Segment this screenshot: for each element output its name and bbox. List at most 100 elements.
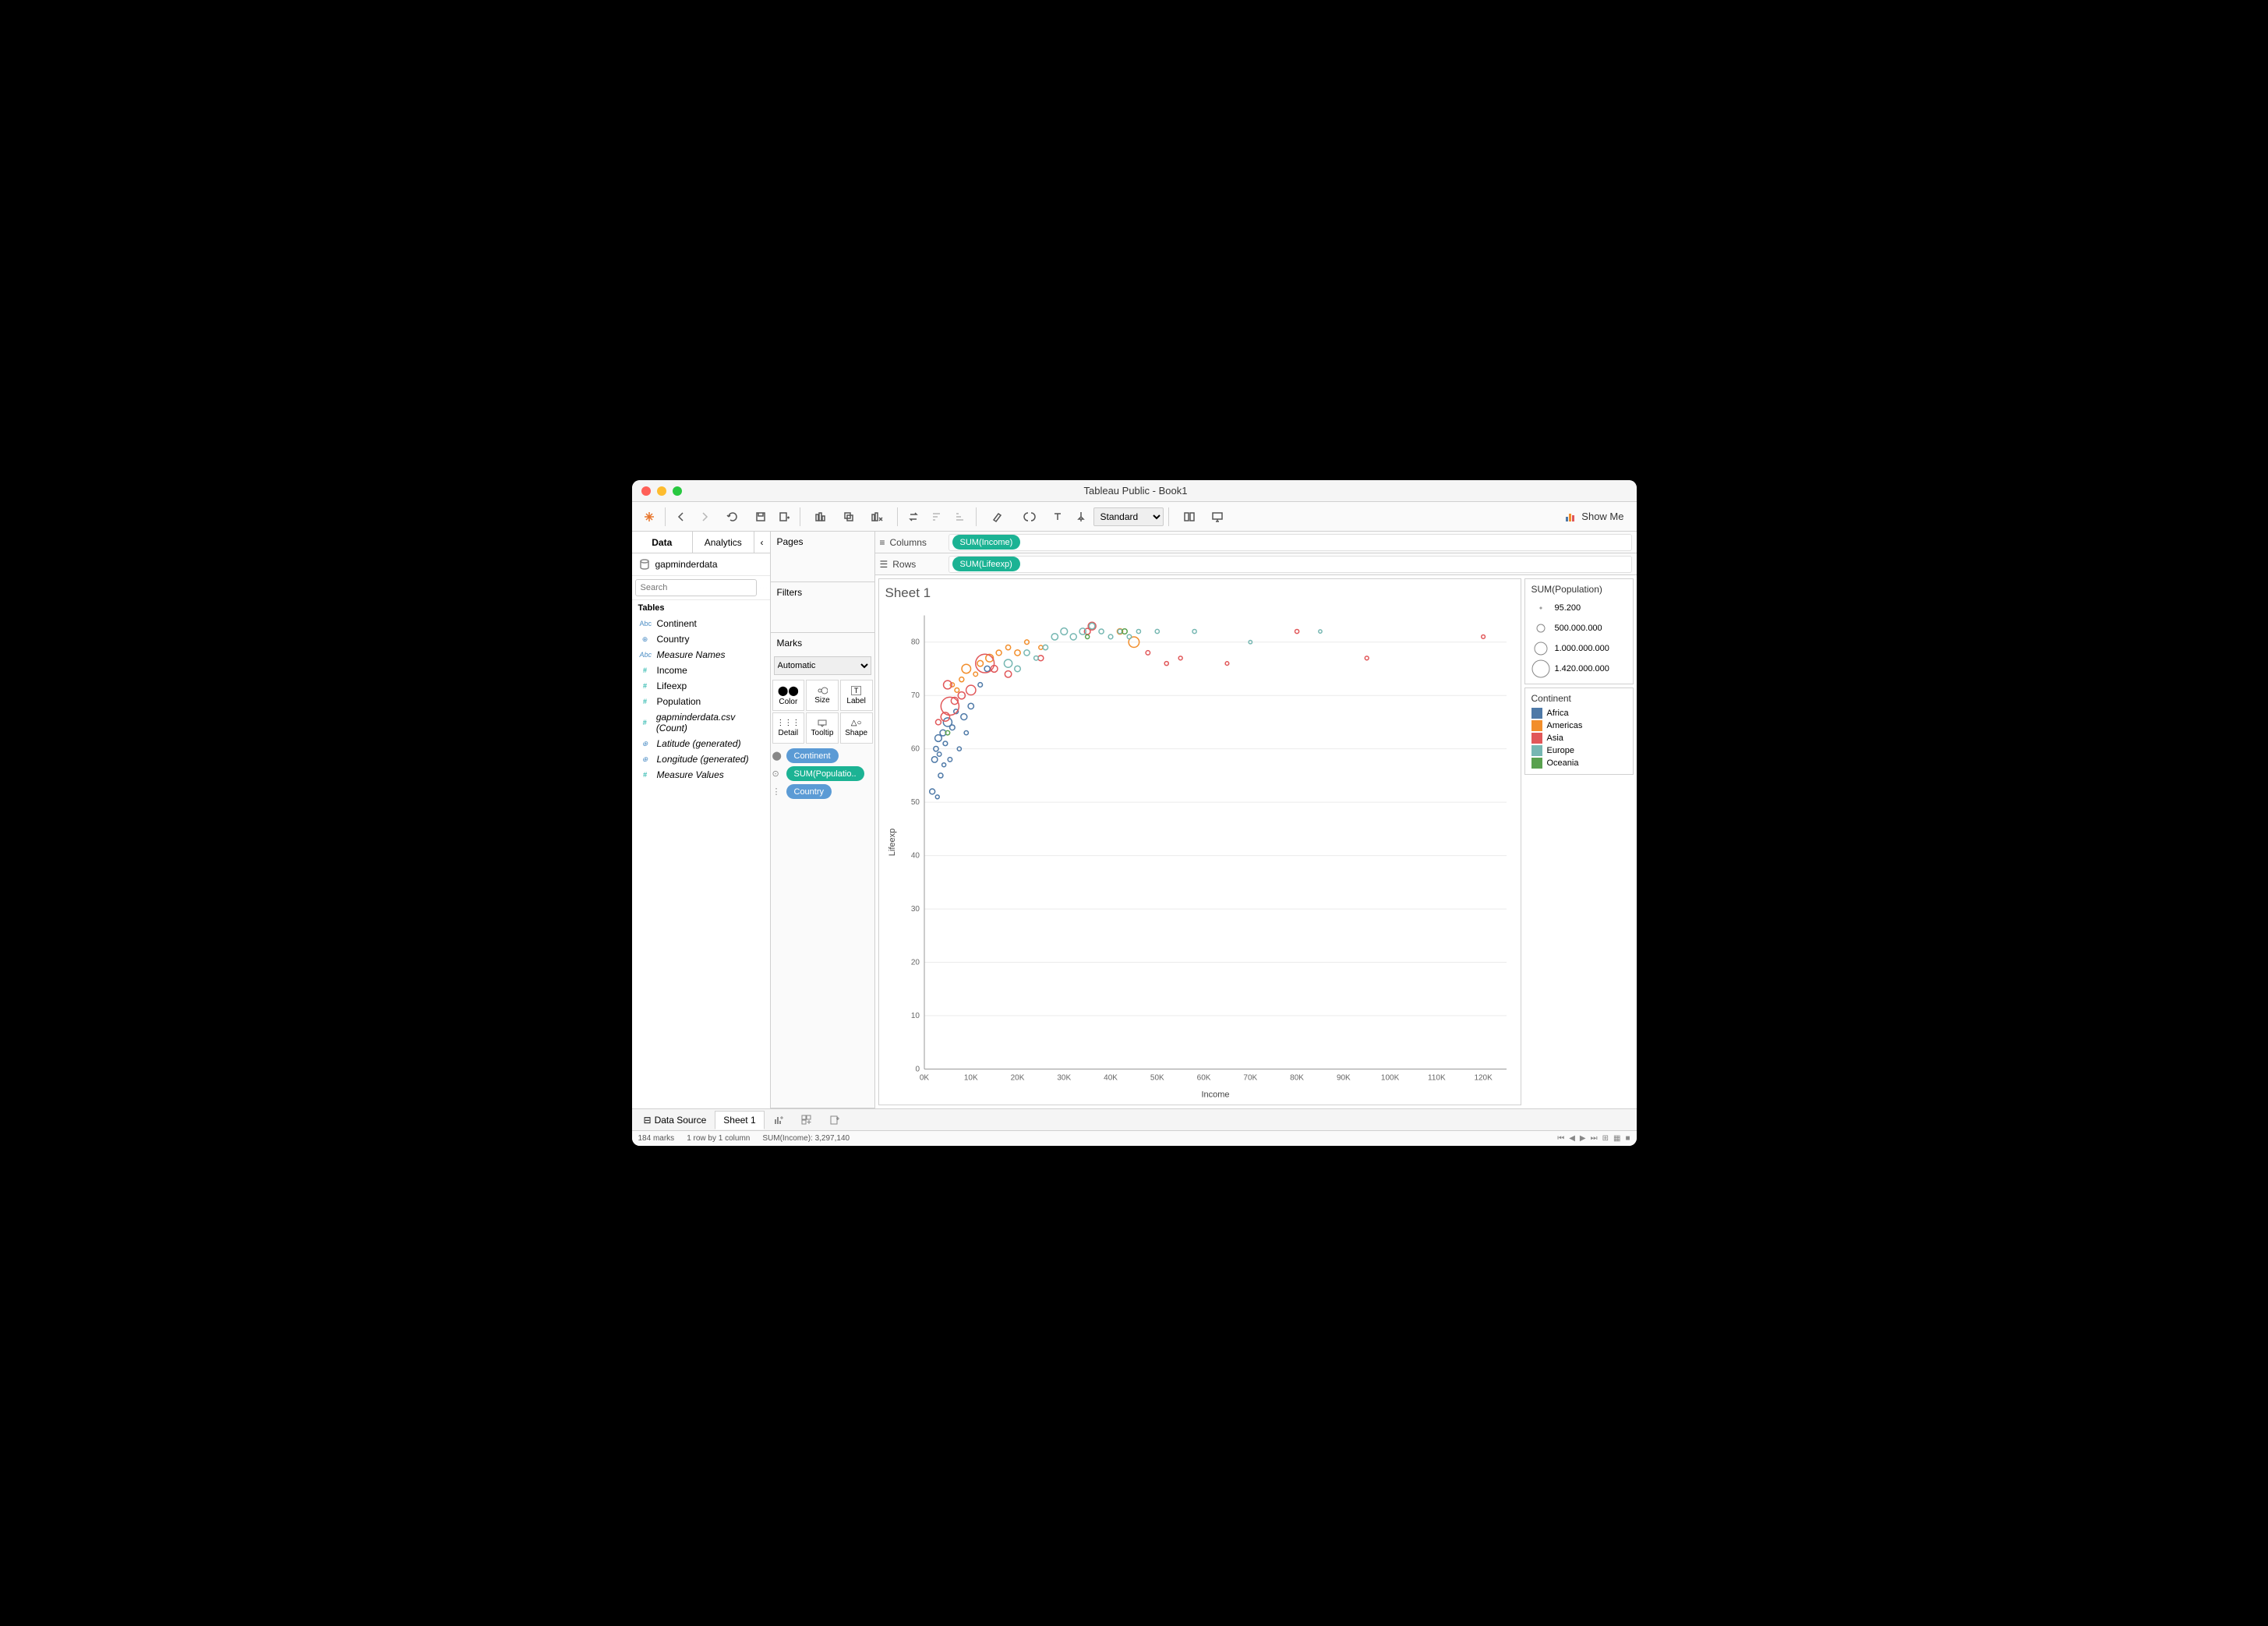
data-point[interactable] (934, 735, 941, 742)
text-button[interactable] (1047, 506, 1069, 528)
data-point[interactable] (1043, 645, 1047, 649)
marks-label-button[interactable]: TLabel (840, 680, 873, 711)
nav-next-icon[interactable]: ▶ (1580, 1134, 1586, 1143)
data-point[interactable] (1178, 656, 1182, 660)
save-button[interactable] (750, 506, 772, 528)
show-me-button[interactable]: Show Me (1558, 507, 1630, 526)
data-point[interactable] (968, 703, 973, 709)
forward-button[interactable] (694, 506, 715, 528)
data-point[interactable] (937, 752, 941, 756)
data-point[interactable] (964, 730, 968, 734)
scatter-chart[interactable]: 010203040506070800K10K20K30K40K50K60K70K… (885, 606, 1514, 1102)
collapse-panel-button[interactable]: ‹ (754, 532, 770, 553)
field-item[interactable]: #Measure Values (632, 767, 770, 783)
data-point[interactable] (959, 677, 963, 682)
new-story-tab[interactable] (821, 1111, 849, 1129)
data-point[interactable] (966, 685, 975, 695)
data-point[interactable] (1098, 629, 1103, 634)
view-filmstrip-icon[interactable]: ▦ (1613, 1134, 1620, 1143)
data-point[interactable] (941, 763, 945, 767)
color-legend-row[interactable]: Americas (1531, 719, 1627, 732)
marks-tooltip-button[interactable]: Tooltip (806, 712, 839, 744)
rows-pill[interactable]: SUM(Lifeexp) (952, 557, 1020, 571)
rows-shelf[interactable]: ☰Rows SUM(Lifeexp) (875, 553, 1637, 575)
data-point[interactable] (996, 650, 1002, 656)
tab-datasource[interactable]: ⊟Data Source (635, 1111, 715, 1129)
pin-button[interactable] (1070, 506, 1092, 528)
sort-desc-button[interactable] (949, 506, 971, 528)
highlight-button[interactable] (981, 506, 1012, 528)
color-legend-row[interactable]: Oceania (1531, 757, 1627, 769)
data-point[interactable] (977, 660, 983, 666)
undo-button[interactable] (717, 506, 748, 528)
group-button[interactable] (1014, 506, 1045, 528)
mark-pill[interactable]: Country (786, 784, 832, 799)
data-point[interactable] (1023, 650, 1029, 656)
new-worksheet-tab[interactable] (765, 1111, 793, 1129)
data-point[interactable] (1089, 623, 1095, 629)
data-point[interactable] (954, 688, 959, 693)
view-tabs-icon[interactable]: ⊞ (1602, 1134, 1609, 1143)
data-point[interactable] (960, 714, 966, 720)
data-point[interactable] (973, 672, 977, 676)
swap-button[interactable] (903, 506, 924, 528)
present-button[interactable] (1206, 506, 1228, 528)
minimize-icon[interactable] (657, 486, 666, 496)
mark-type-select[interactable]: Automatic (774, 656, 871, 675)
data-point[interactable] (1079, 628, 1086, 634)
data-point[interactable] (949, 725, 955, 730)
data-point[interactable] (1085, 634, 1089, 638)
data-point[interactable] (1014, 666, 1020, 672)
data-point[interactable] (1365, 656, 1369, 660)
data-point[interactable] (1146, 651, 1150, 655)
data-point[interactable] (929, 789, 934, 794)
clear-button[interactable] (861, 506, 892, 528)
data-point[interactable] (977, 683, 982, 688)
new-datasource-button[interactable] (773, 506, 795, 528)
field-item[interactable]: #gapminderdata.csv (Count) (632, 709, 770, 736)
data-point[interactable] (1005, 645, 1010, 649)
data-point[interactable] (1014, 650, 1019, 656)
sort-asc-button[interactable] (926, 506, 948, 528)
new-worksheet-button[interactable] (805, 506, 836, 528)
data-point[interactable] (1005, 671, 1011, 677)
field-item[interactable]: AbcMeasure Names (632, 647, 770, 663)
data-point[interactable] (962, 664, 971, 673)
mark-pill[interactable]: Continent (786, 748, 839, 763)
nav-prev-icon[interactable]: ◀ (1569, 1134, 1575, 1143)
data-point[interactable] (948, 758, 952, 762)
field-item[interactable]: #Population (632, 694, 770, 709)
tab-sheet1[interactable]: Sheet 1 (715, 1111, 764, 1129)
field-item[interactable]: AbcContinent (632, 616, 770, 631)
data-point[interactable] (1192, 629, 1196, 633)
data-point[interactable] (1318, 630, 1321, 633)
search-input[interactable] (635, 579, 757, 596)
field-item[interactable]: #Lifeexp (632, 678, 770, 694)
data-point[interactable] (1070, 634, 1076, 640)
marks-size-button[interactable]: Size (806, 680, 839, 711)
marks-detail-button[interactable]: ⋮⋮⋮Detail (772, 712, 805, 744)
data-point[interactable] (931, 757, 938, 763)
field-item[interactable]: ⊕Longitude (generated) (632, 751, 770, 767)
mark-pill[interactable]: SUM(Populatio.. (786, 766, 864, 781)
data-point[interactable] (1060, 628, 1067, 635)
data-point[interactable] (984, 666, 990, 671)
tableau-logo-icon[interactable] (638, 506, 660, 528)
columns-shelf[interactable]: ≡Columns SUM(Income) (875, 532, 1637, 553)
data-point[interactable] (935, 795, 939, 799)
data-point[interactable] (1004, 659, 1012, 667)
fit-select[interactable]: Standard (1093, 507, 1164, 526)
marks-color-button[interactable]: ⬤⬤Color (772, 680, 805, 711)
data-point[interactable] (943, 741, 948, 746)
field-item[interactable]: ⊕Latitude (generated) (632, 736, 770, 751)
color-legend-row[interactable]: Africa (1531, 707, 1627, 719)
data-point[interactable] (1481, 635, 1485, 639)
nav-first-icon[interactable]: ⏮ (1557, 1134, 1564, 1143)
tab-data[interactable]: Data (632, 532, 694, 553)
data-point[interactable] (1108, 634, 1113, 639)
data-point[interactable] (935, 719, 941, 725)
data-point[interactable] (938, 773, 942, 778)
zoom-icon[interactable] (673, 486, 682, 496)
data-point[interactable] (1051, 634, 1058, 640)
datasource-row[interactable]: gapminderdata (632, 553, 770, 576)
